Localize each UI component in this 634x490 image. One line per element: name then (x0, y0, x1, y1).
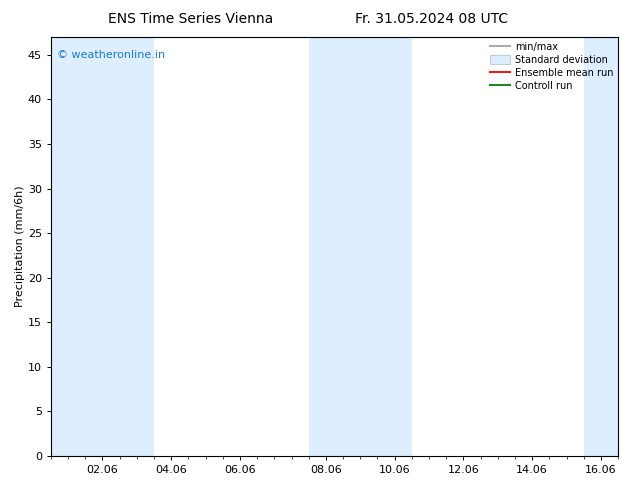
Text: Fr. 31.05.2024 08 UTC: Fr. 31.05.2024 08 UTC (354, 12, 508, 26)
Bar (51, 37, 103, 456)
Bar (584, 37, 618, 456)
Y-axis label: Precipitation (mm/6h): Precipitation (mm/6h) (15, 186, 25, 307)
Bar (309, 37, 343, 456)
Bar (103, 37, 154, 456)
Bar (343, 37, 412, 456)
Text: © weatheronline.in: © weatheronline.in (56, 49, 165, 60)
Text: ENS Time Series Vienna: ENS Time Series Vienna (108, 12, 273, 26)
Legend: min/max, Standard deviation, Ensemble mean run, Controll run: min/max, Standard deviation, Ensemble me… (488, 40, 615, 93)
